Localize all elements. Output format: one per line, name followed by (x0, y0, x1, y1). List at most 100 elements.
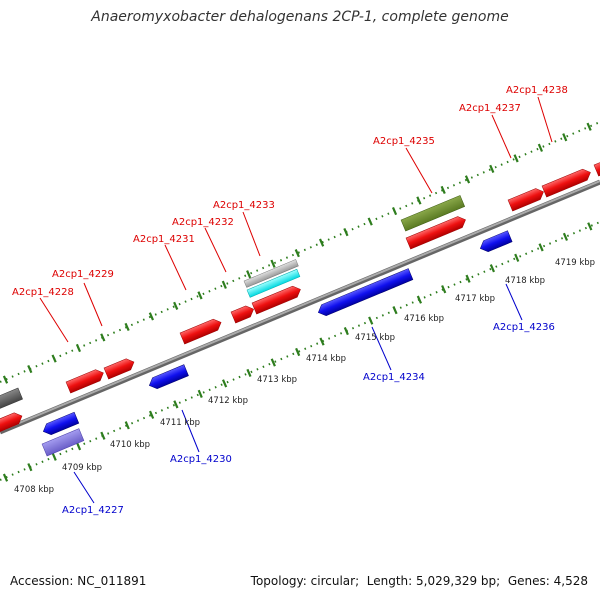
gene-label-4232: A2cp1_4232 (172, 217, 234, 228)
outer-track-tick (221, 280, 227, 289)
gene-arrow-4237[interactable] (507, 186, 546, 212)
tick-label-4719: 4719 kbp (555, 258, 595, 268)
inner-track-tick (75, 442, 82, 451)
inner-track-tick (416, 295, 423, 304)
outer-track-tick (2, 375, 9, 384)
tick-label-4712: 4712 kbp (208, 396, 248, 406)
accession-label: Accession: (10, 574, 74, 588)
tick-label-4714: 4714 kbp (306, 354, 346, 364)
inner-ticks (2, 222, 593, 482)
inner-track-tick (124, 421, 130, 430)
inner-track-tick (197, 389, 203, 399)
gene-label-4235: A2cp1_4235 (373, 136, 435, 147)
gene-label-4228: A2cp1_4228 (12, 287, 74, 298)
gene-arrow-4236[interactable] (478, 230, 513, 254)
gene-label-4234: A2cp1_4234 (363, 372, 425, 383)
genome-summary: Topology: circular; Length: 5,029,329 bp… (251, 574, 588, 588)
inner-track-tick (489, 264, 496, 273)
gene-arrow-4229[interactable] (103, 356, 136, 380)
outer-track-tick (197, 291, 203, 300)
outer-track-tick (100, 333, 106, 342)
tick-label-4711: 4711 kbp (160, 418, 200, 428)
genes-label: Genes: (507, 574, 550, 588)
inner-track-tick (441, 285, 447, 294)
inner-track-tick (392, 306, 398, 315)
feature-bar-purple[interactable] (41, 428, 85, 457)
gene-label-4227: A2cp1_4227 (62, 505, 124, 516)
separator: ; (496, 574, 505, 588)
gene-arrow-partial-left[interactable] (0, 410, 24, 434)
accession-value: NC_011891 (77, 574, 147, 588)
inner-track-tick (295, 347, 301, 357)
gene-arrow-4232[interactable] (230, 304, 256, 324)
gene-arrow-4234[interactable] (316, 268, 414, 319)
outer-track-tick (513, 154, 519, 163)
inner-dotted-track (0, 221, 600, 481)
gene-arrow-4230[interactable] (147, 364, 189, 391)
length-label: Length: (366, 574, 413, 588)
tick-label-4708: 4708 kbp (14, 485, 54, 495)
inner-track-tick (562, 232, 569, 241)
gene-arrow-4233[interactable] (251, 284, 303, 315)
outer-track-tick (51, 354, 57, 363)
inner-track-tick (173, 400, 179, 409)
topology-label: Topology: (250, 574, 307, 588)
feature-bar-cyan[interactable] (246, 268, 301, 298)
gene-label-4238: A2cp1_4238 (506, 85, 568, 96)
inner-track-tick (538, 243, 544, 252)
outer-track-tick (246, 270, 252, 279)
outer-dotted-track (0, 121, 600, 383)
inner-track-tick (148, 410, 155, 419)
gene-label-4230: A2cp1_4230 (170, 454, 232, 465)
feature-bar-green[interactable] (400, 195, 466, 232)
inner-track-tick (465, 274, 471, 283)
tick-label-4713: 4713 kbp (257, 375, 297, 385)
forward-leader-lines (39, 96, 553, 343)
gene-label-4231: A2cp1_4231 (133, 234, 195, 245)
reverse-leader-lines (73, 283, 523, 504)
inner-track-tick (319, 337, 325, 346)
reverse-genes (41, 230, 513, 457)
inner-track-tick (51, 452, 57, 461)
outer-track-tick (270, 259, 276, 268)
outer-track-tick (416, 196, 422, 205)
accession-info: Accession: NC_011891 (10, 574, 146, 588)
feature-bar-dark[interactable] (0, 387, 23, 410)
gene-arrow-4227[interactable] (41, 411, 80, 437)
gene-arrow-4231[interactable] (179, 317, 223, 345)
length-value: 5,029,329 bp (416, 574, 497, 588)
inner-track-tick (368, 316, 374, 325)
gene-arrow-4235[interactable] (405, 214, 468, 250)
tick-label-4716: 4716 kbp (404, 314, 444, 324)
gene-label-4229: A2cp1_4229 (52, 269, 114, 280)
outer-track-tick (367, 217, 373, 226)
outer-track-tick (489, 164, 495, 174)
outer-track-tick (562, 133, 568, 142)
reverse-gene-labels: A2cp1_4227 A2cp1_4230 A2cp1_4234 A2cp1_4… (62, 322, 555, 516)
outer-track-tick (318, 238, 325, 247)
topology-value: circular (310, 574, 356, 588)
tick-label-4717: 4717 kbp (455, 294, 495, 304)
tick-label-4718: 4718 kbp (505, 276, 545, 286)
outer-track-tick (586, 122, 592, 131)
outer-track-tick (343, 227, 349, 237)
tick-label-4709: 4709 kbp (62, 463, 102, 473)
inner-track-tick (221, 379, 228, 388)
genes-value: 4,528 (553, 574, 588, 588)
feature-bar-gray[interactable] (243, 259, 299, 288)
separator: ; (355, 574, 363, 588)
inner-track-tick (343, 326, 349, 336)
outer-track-tick (75, 343, 82, 353)
inner-track-tick (246, 368, 252, 378)
gene-arrow-4228[interactable] (65, 367, 106, 394)
gene-arrow-4239-partial[interactable] (593, 151, 600, 177)
gene-arrow-4238[interactable] (541, 167, 593, 198)
outer-track-tick (294, 249, 300, 258)
outer-ticks (2, 122, 592, 384)
inner-track-tick (514, 253, 520, 262)
forward-gene-labels: A2cp1_4228 A2cp1_4229 A2cp1_4231 A2cp1_4… (12, 85, 568, 298)
outer-track-tick (464, 175, 471, 184)
outer-track-tick (173, 301, 179, 310)
tick-label-4710: 4710 kbp (110, 440, 150, 450)
